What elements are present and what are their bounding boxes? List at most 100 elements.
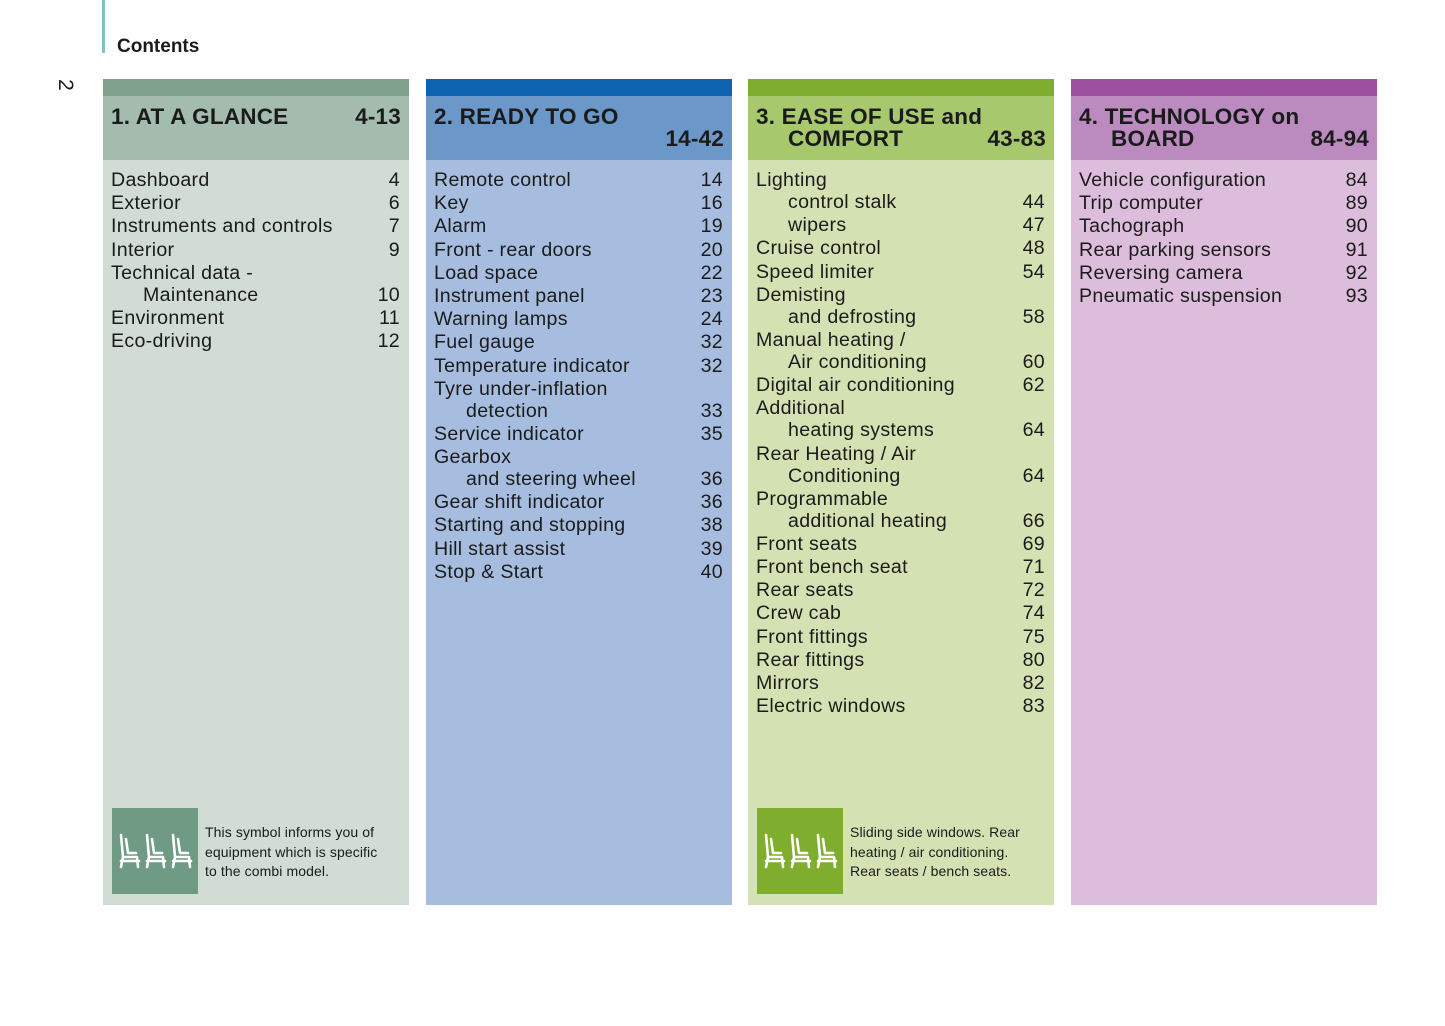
section-title: 4. TECHNOLOGY on	[1079, 104, 1300, 129]
toc-entry-line: Exterior 6	[111, 192, 400, 214]
section-title-row: BOARD 84-94	[1079, 126, 1369, 151]
toc-entry-line: Dashboard 4	[111, 169, 400, 191]
toc-entry[interactable]: Hill start assist 39	[434, 538, 723, 560]
toc-entry[interactable]: Speed limiter 54	[756, 261, 1045, 283]
toc-entry-line: Eco-driving 12	[111, 330, 400, 352]
toc-entry-page: 48	[1022, 237, 1045, 260]
toc-entry-line: Front - rear doors 20	[434, 239, 723, 261]
toc-entry-page: 69	[1022, 532, 1045, 555]
combi-note: This symbol informs you of equipment whi…	[112, 808, 402, 894]
toc-entry[interactable]: Demisting and defrosting 58	[756, 284, 1045, 328]
section-page-range: 14-42	[665, 126, 724, 151]
toc-entry[interactable]: Starting and stopping 38	[434, 514, 723, 536]
toc-entry[interactable]: Front - rear doors 20	[434, 239, 723, 261]
toc-entry-line: Air conditioning 60	[756, 351, 1045, 373]
toc-entry-page: 62	[1022, 374, 1045, 397]
toc-entry-page: 32	[700, 354, 723, 377]
toc-entry[interactable]: Stop & Start 40	[434, 561, 723, 583]
toc-entry-label: Rear parking sensors	[1079, 238, 1272, 261]
toc-entry[interactable]: Rear fittings 80	[756, 649, 1045, 671]
section-header[interactable]: 4. TECHNOLOGY on BOARD 84-94	[1071, 96, 1377, 160]
toc-entry-page: 14	[700, 169, 723, 191]
toc-entry[interactable]: Lighting control stalk 44	[756, 169, 1045, 213]
toc-entry[interactable]: Manual heating / Air conditioning 60	[756, 329, 1045, 373]
toc-entry-page: 64	[1022, 464, 1045, 487]
toc-entry[interactable]: Key 16	[434, 192, 723, 214]
section-page-range: 84-94	[1310, 126, 1369, 151]
section-page-range: 4-13	[355, 104, 401, 129]
section-header[interactable]: 2. READY TO GO 14-42	[426, 96, 732, 160]
toc-entry[interactable]: wipers 47	[756, 214, 1045, 236]
toc-entry[interactable]: Remote control 14	[434, 169, 723, 191]
toc-entry-page: 33	[700, 399, 723, 422]
toc-entry-label: Instruments and controls	[111, 215, 333, 238]
toc-entry[interactable]: Digital air conditioning 62	[756, 374, 1045, 396]
toc-entry[interactable]: Technical data - Maintenance 10	[111, 262, 400, 306]
toc-entry-label: Rear Heating / Air	[756, 442, 917, 465]
toc-entry[interactable]: Front seats 69	[756, 533, 1045, 555]
toc-entry-label: Service indicator	[434, 422, 584, 445]
section-color-band	[103, 79, 409, 96]
toc-entry[interactable]: Pneumatic suspension 93	[1079, 285, 1368, 307]
toc-entry[interactable]: Load space 22	[434, 262, 723, 284]
toc-entry[interactable]: Rear seats 72	[756, 579, 1045, 601]
toc-entry[interactable]: Front bench seat 71	[756, 556, 1045, 578]
section-ease-of-use-and-comfort: 3. EASE OF USE and COMFORT 43-83 Lighting c…	[748, 79, 1054, 905]
toc-entry[interactable]: Rear parking sensors 91	[1079, 239, 1368, 261]
toc-entry[interactable]: Rear Heating / Air Conditioning 64	[756, 443, 1045, 487]
toc-entry[interactable]: Mirrors 82	[756, 672, 1045, 694]
toc-entry[interactable]: Service indicator 35	[434, 423, 723, 445]
section-technology-on-board: 4. TECHNOLOGY on BOARD 84-94 Vehicle confi…	[1071, 79, 1377, 905]
toc-entry[interactable]: Exterior 6	[111, 192, 400, 214]
section-header[interactable]: 3. EASE OF USE and COMFORT 43-83	[748, 96, 1054, 160]
toc-entry-line: wipers 47	[756, 214, 1045, 236]
toc-entry[interactable]: Gear shift indicator 36	[434, 491, 723, 513]
section-entries: Lighting control stalk 44 wipers 47 Cruise co…	[748, 160, 1054, 905]
toc-entry-label: Stop & Start	[434, 560, 544, 583]
toc-entry-page: 24	[700, 308, 723, 331]
toc-entry[interactable]: Instrument panel 23	[434, 285, 723, 307]
toc-entry[interactable]: Gearbox and steering wheel 36	[434, 446, 723, 490]
toc-entry-line: Front bench seat 71	[756, 556, 1045, 578]
toc-entry[interactable]: Eco-driving 12	[111, 330, 400, 352]
toc-entry[interactable]: Dashboard 4	[111, 169, 400, 191]
toc-entry-page: 75	[1022, 625, 1045, 648]
toc-entry[interactable]: Temperature indicator 32	[434, 355, 723, 377]
toc-entry[interactable]: Tyre under-inflation detection 33	[434, 378, 723, 422]
toc-entry-line: Stop & Start 40	[434, 561, 723, 583]
toc-entry[interactable]: Cruise control 48	[756, 237, 1045, 259]
toc-entry[interactable]: Tachograph 90	[1079, 215, 1368, 237]
toc-entry[interactable]: Crew cab 74	[756, 602, 1045, 624]
section-title: COMFORT	[788, 126, 904, 151]
toc-entry-label: Maintenance	[143, 283, 259, 306]
toc-entry-line: Rear Heating / Air	[756, 443, 1045, 465]
toc-entry-page: 11	[379, 306, 400, 329]
toc-entry-label: heating systems	[788, 419, 935, 442]
toc-entry[interactable]: Front fittings 75	[756, 626, 1045, 648]
toc-entry-label: Load space	[434, 261, 539, 284]
toc-entry-label: Front fittings	[756, 625, 869, 648]
toc-entry[interactable]: Reversing camera 92	[1079, 262, 1368, 284]
toc-entry[interactable]: Warning lamps 24	[434, 308, 723, 330]
section-header[interactable]: 1. AT A GLANCE 4-13	[103, 96, 409, 160]
toc-entry-page: 58	[1022, 305, 1045, 328]
toc-entry[interactable]: Interior 9	[111, 239, 400, 261]
toc-entry[interactable]: Electric windows 83	[756, 695, 1045, 717]
toc-entry-label: Rear fittings	[756, 648, 865, 671]
toc-entry-page: 12	[377, 330, 400, 353]
toc-entry[interactable]: Fuel gauge 32	[434, 331, 723, 353]
toc-entry[interactable]: Environment 11	[111, 307, 400, 329]
toc-entry-page: 60	[1022, 350, 1045, 373]
toc-entry-page: 36	[700, 468, 723, 491]
toc-entry-line: heating systems 64	[756, 419, 1045, 441]
toc-entry[interactable]: Vehicle configuration 84	[1079, 169, 1368, 191]
toc-entry-page: 83	[1022, 695, 1045, 718]
toc-entry[interactable]: Instruments and controls 7	[111, 215, 400, 237]
toc-entry[interactable]: Trip computer 89	[1079, 192, 1368, 214]
toc-entry-label: Vehicle configuration	[1079, 169, 1267, 191]
toc-entry[interactable]: Alarm 19	[434, 215, 723, 237]
toc-entry[interactable]: Programmable additional heating 66	[756, 488, 1045, 532]
toc-entry-page: 9	[388, 238, 400, 261]
toc-entry[interactable]: Additional heating systems 64	[756, 397, 1045, 441]
section-entries: Remote control 14 Key 16 Alarm 19 Front - rear…	[426, 160, 732, 905]
